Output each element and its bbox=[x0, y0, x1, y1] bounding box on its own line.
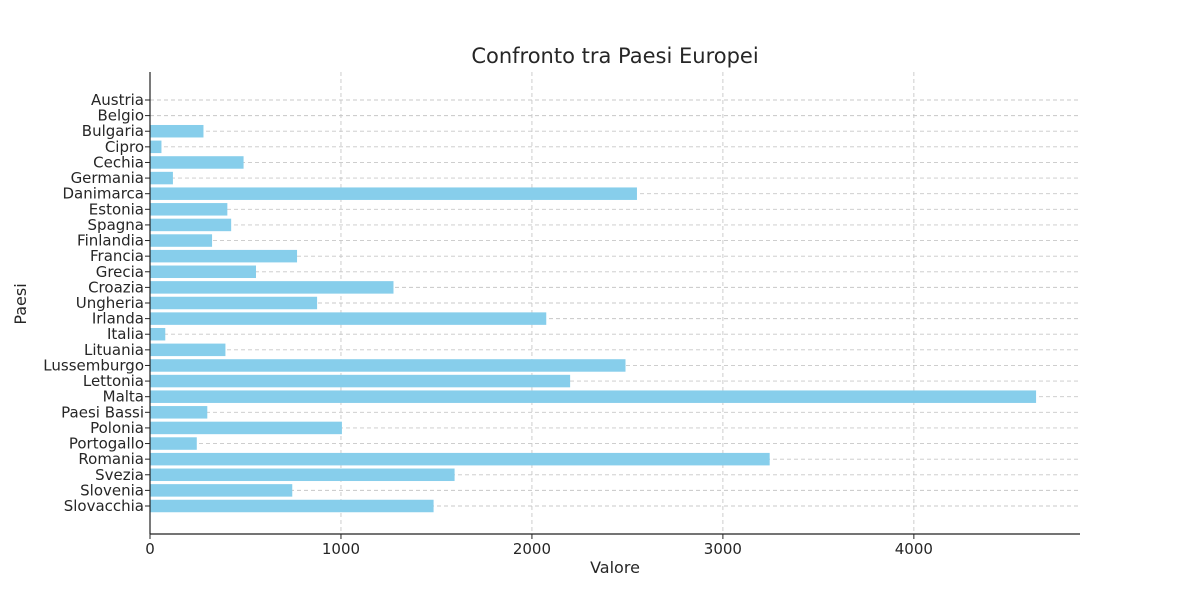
bar bbox=[150, 374, 571, 388]
bar bbox=[150, 265, 256, 279]
bar bbox=[150, 187, 637, 200]
bar bbox=[150, 484, 293, 497]
x-tick-label: 4000 bbox=[895, 540, 933, 558]
y-tick-label: Francia bbox=[90, 247, 144, 265]
y-tick-label: Polonia bbox=[90, 419, 144, 437]
y-tick-label: Cipro bbox=[105, 138, 144, 156]
bar bbox=[150, 312, 547, 325]
y-tick-label: Irlanda bbox=[92, 310, 144, 328]
bar bbox=[150, 296, 318, 310]
x-tick-label: 1000 bbox=[322, 540, 360, 558]
bar bbox=[150, 249, 298, 263]
bar bbox=[150, 421, 342, 435]
y-tick-label: Lussemburgo bbox=[43, 356, 144, 374]
y-tick-label: Finlandia bbox=[77, 232, 144, 250]
y-tick-label: Romania bbox=[78, 450, 144, 468]
y-tick-label: Portogallo bbox=[69, 435, 144, 453]
x-ticks: 0 1000 2000 3000 4000 bbox=[145, 534, 933, 558]
bar bbox=[150, 218, 232, 232]
y-axis-label: Paesi bbox=[11, 283, 30, 324]
y-tick-label: Malta bbox=[103, 388, 144, 406]
y-tick-label: Slovacchia bbox=[64, 497, 144, 515]
bar bbox=[150, 452, 770, 466]
bars bbox=[150, 124, 1037, 513]
y-ticks: AustriaBelgioBulgariaCiproCechiaGermania… bbox=[43, 91, 150, 515]
bar bbox=[150, 390, 1037, 403]
y-tick-label: Italia bbox=[107, 325, 144, 343]
bar bbox=[150, 156, 244, 169]
bar bbox=[150, 359, 626, 372]
bar bbox=[150, 343, 226, 357]
x-tick-label: 0 bbox=[145, 540, 155, 558]
y-tick-label: Cechia bbox=[93, 153, 144, 171]
y-tick-label: Estonia bbox=[89, 200, 144, 218]
bar bbox=[150, 437, 197, 450]
y-tick-label: Ungheria bbox=[76, 294, 144, 312]
bar bbox=[150, 406, 208, 419]
bar bbox=[150, 234, 213, 247]
y-tick-label: Bulgaria bbox=[82, 122, 144, 140]
y-tick-label: Grecia bbox=[96, 263, 144, 281]
bar bbox=[150, 171, 173, 185]
y-tick-label: Belgio bbox=[97, 107, 144, 125]
bar bbox=[150, 140, 162, 154]
y-tick-label: Paesi Bassi bbox=[61, 403, 144, 421]
bar bbox=[150, 327, 166, 341]
x-tick-label: 3000 bbox=[704, 540, 742, 558]
y-tick-label: Slovenia bbox=[80, 481, 144, 499]
x-axis-label: Valore bbox=[590, 558, 640, 577]
y-tick-label: Danimarca bbox=[63, 185, 145, 203]
bar bbox=[150, 499, 434, 513]
y-tick-label: Spagna bbox=[88, 216, 144, 234]
y-tick-label: Croazia bbox=[88, 278, 144, 296]
chart-title: Confronto tra Paesi Europei bbox=[471, 44, 758, 68]
y-tick-label: Lettonia bbox=[83, 372, 144, 390]
bar bbox=[150, 124, 204, 138]
x-tick-label: 2000 bbox=[513, 540, 551, 558]
y-tick-label: Lituania bbox=[84, 341, 144, 359]
y-tick-label: Germania bbox=[71, 169, 144, 187]
y-tick-label: Austria bbox=[91, 91, 144, 109]
bar bbox=[150, 203, 228, 216]
bar bbox=[150, 281, 394, 294]
y-tick-label: Svezia bbox=[95, 466, 144, 484]
bar bbox=[150, 468, 455, 482]
